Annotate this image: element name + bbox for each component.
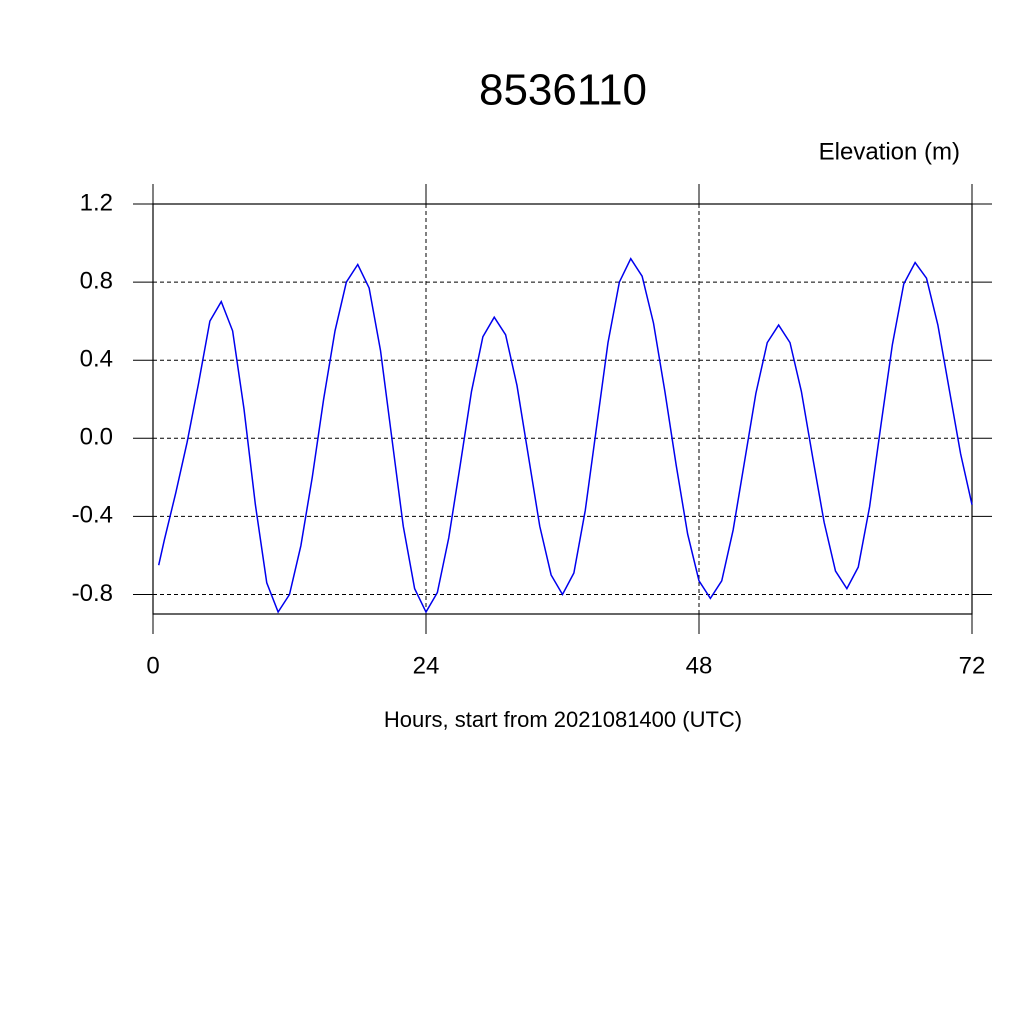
x-tick-label: 48 [686, 652, 713, 679]
y-tick-label: 0.0 [80, 424, 113, 451]
y-tick-label: -0.4 [72, 502, 113, 529]
y-axis-label: Elevation (m) [819, 138, 960, 165]
x-tick-label: 24 [413, 652, 440, 679]
chart-title: 8536110 [479, 66, 647, 115]
plot-frame [152, 203, 973, 615]
y-tick-label: -0.8 [72, 580, 113, 607]
x-axis-label: Hours, start from 2021081400 (UTC) [384, 707, 742, 732]
y-tick-label: 1.2 [80, 189, 113, 216]
x-tick-label: 0 [146, 652, 159, 679]
x-tick-label: 72 [959, 652, 986, 679]
data-line [157, 257, 973, 614]
y-tick-label: 0.8 [80, 267, 113, 294]
y-tick-label: 0.4 [80, 346, 113, 373]
